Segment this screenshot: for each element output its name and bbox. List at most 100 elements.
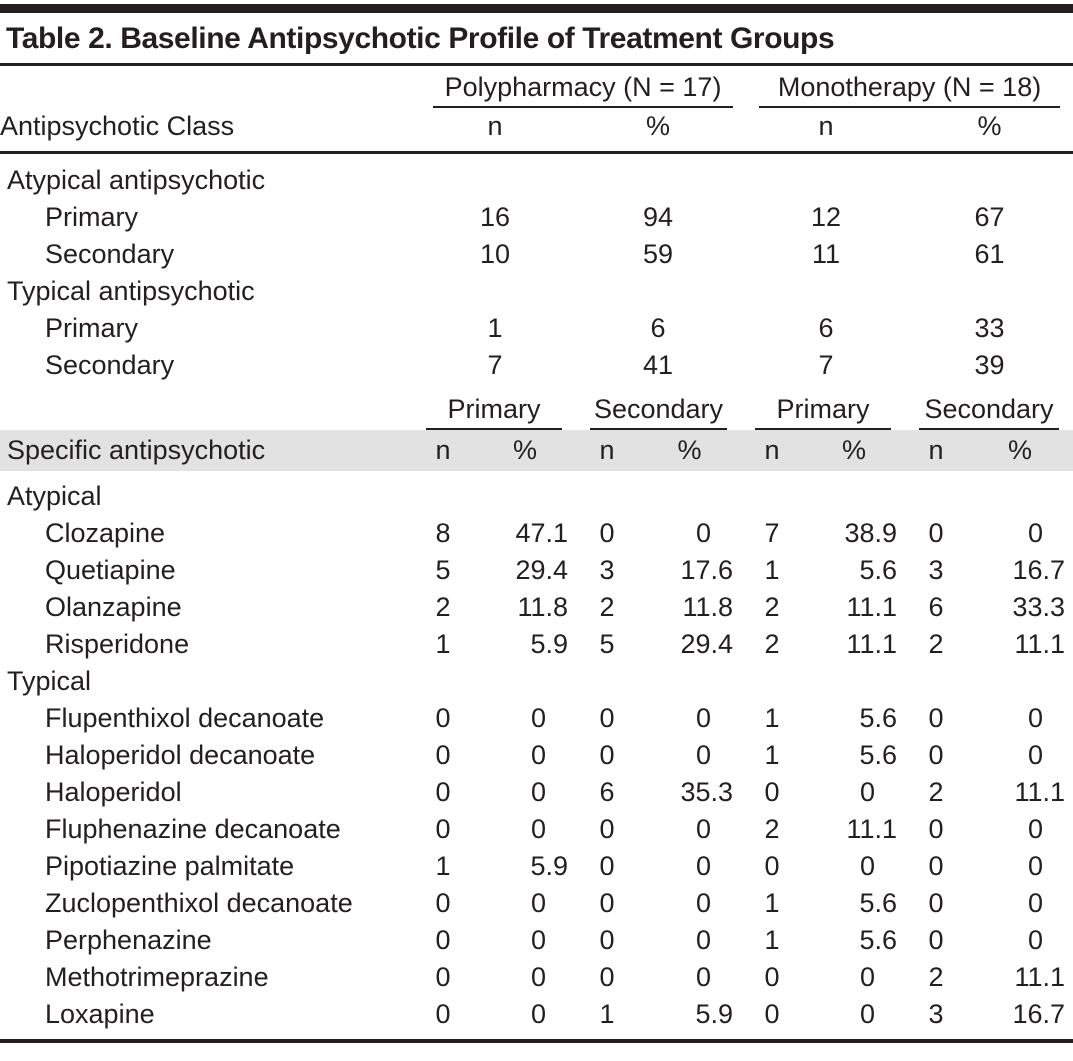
title-rule [0,63,1073,66]
count-cell: 7 [764,518,780,548]
percent-cell: 5.6 [859,925,897,955]
percent-cell: 0 [1027,814,1043,844]
drug-row: Risperidone 1 5.9 5 29.4 2 11.1 2 11.1 [0,626,1073,663]
percent-cell: 0 [859,851,875,881]
row-label: Pipotiazine palmitate [45,851,295,881]
count-cell: 1 [764,740,780,770]
percent-cell [474,663,576,700]
percent-cell: 0 [1027,888,1043,918]
count-cell: 59 [642,239,674,269]
percent-cell: 16.7 [1012,999,1065,1029]
monotherapy-group-label: Monotherapy (N = 18) [759,66,1061,108]
row-label: Olanzapine [45,592,182,622]
row-label: Quetiapine [45,555,176,585]
count-cell: 6 [818,313,834,343]
count-cell: 0 [928,888,944,918]
count-cell: 1 [764,888,780,918]
category-row: Typical antipsychotic [0,273,1073,310]
count-cell [570,273,746,310]
count-cell: 41 [642,350,674,380]
drug-row: Loxapine 0 0 1 5.9 0 0 3 16.7 [0,996,1073,1033]
percent-cell: 38.9 [844,518,897,548]
column-header-row: Antipsychotic Class n % n % [0,108,1073,154]
count-cell: 61 [974,239,1005,269]
percent-cell: 5.6 [859,555,897,585]
drug-row: Primary 16 94 12 67 [0,199,1073,236]
row-label: Typical [7,666,92,696]
percent-cell: 0 [695,814,711,844]
percent-cell: 0 [695,703,711,733]
count-cell: 10 [479,239,511,269]
secondary-group-header: Secondary [905,384,1073,430]
count-cell [741,663,803,700]
count-cell [576,471,638,515]
percent-cell: 0 [695,888,711,918]
count-cell: 2 [928,777,944,807]
count-cell [906,153,1073,200]
count-cell [746,273,906,310]
count-cell: 0 [928,518,944,548]
percent-column-header: % [474,430,576,471]
drug-row: Primary 1 6 6 33 [0,310,1073,347]
percent-cell [803,471,905,515]
category-row: Atypical [0,471,1073,515]
n-column-header: n [576,430,638,471]
count-cell: 0 [435,814,451,844]
count-cell: 94 [642,202,674,232]
antipsychotic-class-header: Antipsychotic Class [0,108,420,154]
row-label: Haloperidol decanoate [45,740,316,770]
primary-group-label: Primary [426,384,562,430]
count-cell [905,663,967,700]
percent-cell: 5.6 [859,740,897,770]
percent-cell: 11.1 [846,629,897,659]
count-cell: 0 [764,999,780,1029]
count-cell [420,273,570,310]
count-cell: 6 [650,313,666,343]
row-label: Clozapine [45,518,166,548]
drug-row: Quetiapine 5 29.4 3 17.6 1 5.6 3 16.7 [0,552,1073,589]
count-cell: 0 [599,703,615,733]
column-header-row-shaded: Specific antipsychotic n % n % n % n % [0,430,1073,471]
count-cell: 0 [599,851,615,881]
count-cell: 8 [435,518,451,548]
count-cell [741,471,803,515]
percent-column-header: % [967,430,1073,471]
count-cell [746,153,906,200]
polypharmacy-group-label: Polypharmacy (N = 17) [433,66,734,108]
percent-cell: 0 [695,851,711,881]
percent-cell: 11.1 [1014,962,1065,992]
percent-cell: 0 [530,777,546,807]
percent-cell: 5.6 [859,703,897,733]
count-cell: 0 [928,814,944,844]
percent-cell: 29.4 [515,555,568,585]
drug-row: Zuclopenthixol decanoate 0 0 0 0 1 5.6 0 0 [0,885,1073,922]
count-cell: 5 [435,555,451,585]
group-header-row: Primary Secondary Primary Secondary [0,384,1073,430]
count-cell: 3 [928,555,944,585]
count-cell: 0 [764,777,780,807]
count-cell: 2 [435,592,451,622]
row-label: Zuclopenthixol decanoate [45,888,353,918]
count-cell: 5 [599,629,615,659]
count-cell: 0 [435,777,451,807]
monotherapy-group-header: Monotherapy (N = 18) [746,66,1073,108]
primary-group-header: Primary [741,384,905,430]
drug-row: Fluphenazine decanoate 0 0 0 0 2 11.1 0 0 [0,811,1073,848]
row-label: Atypical antipsychotic [7,165,266,195]
percent-cell: 5.9 [695,999,733,1029]
count-cell: 2 [928,962,944,992]
percent-cell: 0 [695,740,711,770]
table-title: Table 2. Baseline Antipsychotic Profile … [6,22,835,55]
row-label: Flupenthixol decanoate [45,703,325,733]
percent-cell: 0 [859,777,875,807]
n-column-header: n [741,430,803,471]
drug-row: Haloperidol decanoate 0 0 0 0 1 5.6 0 0 [0,737,1073,774]
count-cell: 0 [435,703,451,733]
count-cell: 2 [599,592,615,622]
count-cell [420,153,570,200]
top-heavy-rule [0,4,1073,13]
count-cell: 1 [599,999,615,1029]
percent-cell: 11.1 [846,814,897,844]
count-cell [906,273,1073,310]
drug-row: Secondary 7 41 7 39 [0,347,1073,384]
